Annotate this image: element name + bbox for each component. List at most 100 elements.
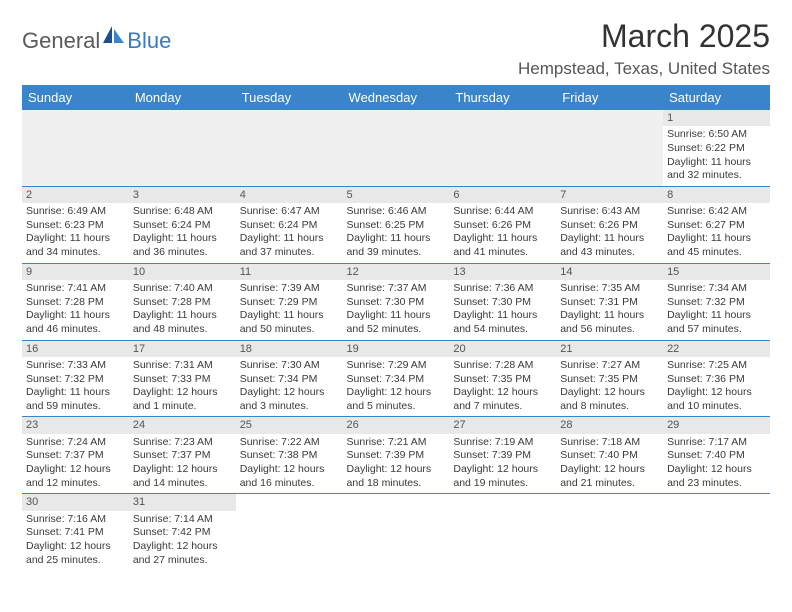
sunset-text: Sunset: 6:23 PM [26,219,125,233]
day-number: 22 [663,341,770,357]
day-number: 15 [663,264,770,280]
daylight-text: Daylight: 12 hours and 7 minutes. [453,386,552,413]
sail-icon [103,26,125,49]
calendar-cell: 21 Sunrise: 7:27 AMSunset: 7:35 PMDayligh… [556,340,663,417]
sunset-text: Sunset: 7:32 PM [667,296,766,310]
calendar-cell [22,110,129,186]
sunset-text: Sunset: 7:36 PM [667,373,766,387]
calendar-cell [343,110,450,186]
day-number: 24 [129,417,236,433]
day-details: Sunrise: 7:27 AMSunset: 7:35 PMDaylight:… [560,359,659,414]
daylight-text: Daylight: 12 hours and 18 minutes. [347,463,446,490]
sunrise-text: Sunrise: 7:37 AM [347,282,446,296]
daylight-text: Daylight: 12 hours and 25 minutes. [26,540,125,567]
day-details: Sunrise: 7:16 AMSunset: 7:41 PMDaylight:… [26,513,125,568]
day-details: Sunrise: 6:44 AMSunset: 6:26 PMDaylight:… [453,205,552,260]
day-details: Sunrise: 7:40 AMSunset: 7:28 PMDaylight:… [133,282,232,337]
calendar-cell [663,494,770,570]
day-details: Sunrise: 7:36 AMSunset: 7:30 PMDaylight:… [453,282,552,337]
calendar-cell: 31 Sunrise: 7:14 AMSunset: 7:42 PMDayligh… [129,494,236,570]
sunrise-text: Sunrise: 6:43 AM [560,205,659,219]
calendar-cell [449,110,556,186]
calendar-cell [449,494,556,570]
day-details: Sunrise: 7:22 AMSunset: 7:38 PMDaylight:… [240,436,339,491]
daylight-text: Daylight: 12 hours and 10 minutes. [667,386,766,413]
day-details: Sunrise: 7:18 AMSunset: 7:40 PMDaylight:… [560,436,659,491]
sunset-text: Sunset: 6:24 PM [240,219,339,233]
calendar-cell: 3Sunrise: 6:48 AMSunset: 6:24 PMDaylight… [129,186,236,263]
day-details: Sunrise: 7:28 AMSunset: 7:35 PMDaylight:… [453,359,552,414]
sunrise-text: Sunrise: 6:48 AM [133,205,232,219]
daylight-text: Daylight: 11 hours and 50 minutes. [240,309,339,336]
sunrise-text: Sunrise: 7:23 AM [133,436,232,450]
sunrise-text: Sunrise: 7:27 AM [560,359,659,373]
calendar-cell: 17 Sunrise: 7:31 AMSunset: 7:33 PMDayligh… [129,340,236,417]
day-number: 29 [663,417,770,433]
day-details: Sunrise: 6:42 AMSunset: 6:27 PMDaylight:… [667,205,766,260]
calendar-row: 1Sunrise: 6:50 AMSunset: 6:22 PMDaylight… [22,110,770,186]
day-number: 31 [129,494,236,510]
daylight-text: Daylight: 11 hours and 52 minutes. [347,309,446,336]
calendar-row: 23Sunrise: 7:24 AMSunset: 7:37 PMDayligh… [22,417,770,494]
day-details: Sunrise: 7:30 AMSunset: 7:34 PMDaylight:… [240,359,339,414]
sunset-text: Sunset: 6:26 PM [560,219,659,233]
sunset-text: Sunset: 7:41 PM [26,526,125,540]
day-number: 12 [343,264,450,280]
calendar-cell: 20Sunrise: 7:28 AMSunset: 7:35 PMDayligh… [449,340,556,417]
day-number: 17 [129,341,236,357]
sunrise-text: Sunrise: 6:47 AM [240,205,339,219]
sunrise-text: Sunrise: 7:40 AM [133,282,232,296]
logo-text-blue: Blue [127,30,171,52]
sunset-text: Sunset: 7:38 PM [240,449,339,463]
calendar-cell [343,494,450,570]
day-number: 8 [663,187,770,203]
sunrise-text: Sunrise: 7:39 AM [240,282,339,296]
day-number: 28 [556,417,663,433]
sunset-text: Sunset: 7:33 PM [133,373,232,387]
day-number: 5 [343,187,450,203]
day-details: Sunrise: 7:19 AMSunset: 7:39 PMDaylight:… [453,436,552,491]
daylight-text: Daylight: 12 hours and 3 minutes. [240,386,339,413]
calendar-cell: 10 Sunrise: 7:40 AMSunset: 7:28 PMDayligh… [129,263,236,340]
day-number: 13 [449,264,556,280]
day-number: 27 [449,417,556,433]
day-details: Sunrise: 7:14 AMSunset: 7:42 PMDaylight:… [133,513,232,568]
sunset-text: Sunset: 7:40 PM [560,449,659,463]
calendar-cell: 2Sunrise: 6:49 AMSunset: 6:23 PMDaylight… [22,186,129,263]
day-number: 21 [556,341,663,357]
daylight-text: Daylight: 12 hours and 23 minutes. [667,463,766,490]
sunrise-text: Sunrise: 7:19 AM [453,436,552,450]
sunrise-text: Sunrise: 7:17 AM [667,436,766,450]
sunset-text: Sunset: 7:34 PM [240,373,339,387]
day-header: Thursday [449,85,556,110]
sunset-text: Sunset: 7:32 PM [26,373,125,387]
day-number: 18 [236,341,343,357]
day-details: Sunrise: 6:48 AMSunset: 6:24 PMDaylight:… [133,205,232,260]
sunrise-text: Sunrise: 6:46 AM [347,205,446,219]
day-details: Sunrise: 6:50 AMSunset: 6:22 PMDaylight:… [667,128,766,183]
day-details: Sunrise: 7:29 AMSunset: 7:34 PMDaylight:… [347,359,446,414]
sunrise-text: Sunrise: 7:30 AM [240,359,339,373]
day-number: 10 [129,264,236,280]
calendar-cell: 24 Sunrise: 7:23 AMSunset: 7:37 PMDayligh… [129,417,236,494]
day-header: Wednesday [343,85,450,110]
day-details: Sunrise: 7:21 AMSunset: 7:39 PMDaylight:… [347,436,446,491]
header: General Blue March 2025 Hempstead, Texas… [22,18,770,79]
daylight-text: Daylight: 11 hours and 46 minutes. [26,309,125,336]
sunrise-text: Sunrise: 7:14 AM [133,513,232,527]
sunrise-text: Sunrise: 6:50 AM [667,128,766,142]
day-details: Sunrise: 7:23 AMSunset: 7:37 PMDaylight:… [133,436,232,491]
location: Hempstead, Texas, United States [518,59,770,79]
sunrise-text: Sunrise: 6:42 AM [667,205,766,219]
daylight-text: Daylight: 11 hours and 57 minutes. [667,309,766,336]
calendar-cell: 4Sunrise: 6:47 AMSunset: 6:24 PMDaylight… [236,186,343,263]
daylight-text: Daylight: 12 hours and 12 minutes. [26,463,125,490]
calendar-cell [236,494,343,570]
sunset-text: Sunset: 7:39 PM [453,449,552,463]
daylight-text: Daylight: 12 hours and 27 minutes. [133,540,232,567]
sunset-text: Sunset: 7:28 PM [133,296,232,310]
day-details: Sunrise: 7:37 AMSunset: 7:30 PMDaylight:… [347,282,446,337]
sunset-text: Sunset: 7:37 PM [26,449,125,463]
day-details: Sunrise: 7:31 AMSunset: 7:33 PMDaylight:… [133,359,232,414]
calendar-cell: 1Sunrise: 6:50 AMSunset: 6:22 PMDaylight… [663,110,770,186]
